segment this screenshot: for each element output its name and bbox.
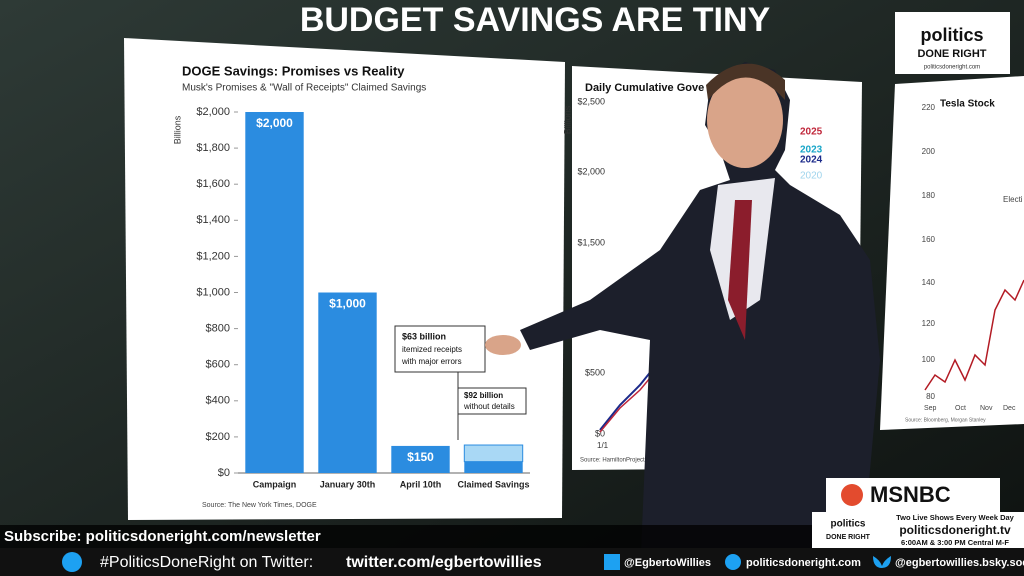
y-tick-label: $1,400 xyxy=(196,214,230,226)
network-logo xyxy=(841,484,863,506)
y-tick-label: $1,200 xyxy=(196,250,230,262)
y-axis-label: Billions xyxy=(172,115,182,144)
annotation-box xyxy=(457,387,527,415)
panel-source: Source: Bloomberg, Morgan Stanley xyxy=(905,417,986,423)
annotation: without details xyxy=(463,402,515,411)
panel-title: Daily Cumulative Gove xyxy=(585,82,704,94)
subscribe-text[interactable]: Subscribe: politicsdoneright.com/newslet… xyxy=(4,528,321,545)
presenter xyxy=(520,62,880,576)
logo-text: DONE RIGHT xyxy=(917,48,986,60)
annotation: with major errors xyxy=(401,357,462,366)
x-tick-label: Claimed Savings xyxy=(457,479,529,489)
bar xyxy=(391,445,450,473)
annotation: itemized receipts xyxy=(402,345,462,354)
panel-tick: $500 xyxy=(585,367,605,377)
logo-text: politics xyxy=(920,25,983,45)
logo-url: politicsdoneright.com xyxy=(924,65,980,71)
value-label: $1,000 xyxy=(329,297,366,311)
panel-tick: 100 xyxy=(922,355,936,364)
chart-title: DOGE Savings: Promises vs Reality xyxy=(182,63,405,78)
panel-month: Nov xyxy=(980,405,993,412)
presenter-hair xyxy=(706,63,785,100)
x-icon xyxy=(604,554,620,570)
y-tick-label: $800 xyxy=(206,323,230,335)
panel-y-label: Billions xyxy=(562,105,572,134)
ticker-twitter[interactable]: twitter.com/egbertowillies xyxy=(346,554,542,571)
y-tick-label: $1,000 xyxy=(196,286,230,298)
y-tick-label: $0 xyxy=(218,467,230,479)
y-tick-label: $200 xyxy=(206,431,230,443)
source: Source: The New York Times, DOGE xyxy=(202,502,317,509)
annotation-box xyxy=(394,325,486,373)
ticker-site[interactable]: politicsdoneright.com xyxy=(746,557,861,569)
twitter-icon xyxy=(62,552,82,572)
y-tick-label: $2,000 xyxy=(196,106,230,118)
promo-logo: politics xyxy=(830,519,865,530)
panel-tick: 120 xyxy=(922,319,936,328)
ticker-bar xyxy=(0,548,1024,576)
promo-logo: DONE RIGHT xyxy=(826,534,871,541)
panel-tick: 200 xyxy=(922,147,936,156)
panel-tick: $2,000 xyxy=(577,166,605,176)
network-name: MSNBC xyxy=(870,482,951,507)
panel xyxy=(880,76,1024,430)
panel-x-label: 1/1 xyxy=(597,441,609,450)
presenter-tie xyxy=(728,200,752,340)
headline: BUDGET SAVINGS ARE TINY xyxy=(300,1,771,39)
panel-month: Dec xyxy=(1003,405,1016,412)
presenter-hand xyxy=(485,335,521,355)
panel-tick: 220 xyxy=(922,103,936,112)
bar xyxy=(464,461,523,473)
bsky-icon xyxy=(873,556,891,568)
bar xyxy=(463,444,524,463)
y-tick-label: $400 xyxy=(206,395,230,407)
panel-title: Tesla Stock xyxy=(940,99,995,110)
presenter-face xyxy=(707,72,783,168)
legend-entry: 2025 xyxy=(800,127,823,138)
value-label: $150 xyxy=(407,450,434,464)
main-panel xyxy=(124,38,565,520)
annotation: $63 billion xyxy=(402,331,446,341)
annotation: $92 billion xyxy=(464,391,503,400)
panel-tick: 160 xyxy=(922,235,936,244)
x-tick-label: April 10th xyxy=(400,479,442,489)
panel-source: Source: HamiltonProject xyxy=(580,458,645,464)
subscribe-bar xyxy=(0,525,812,548)
chart-subtitle: Musk's Promises & "Wall of Receipts" Cla… xyxy=(182,83,426,94)
panel-tick: 80 xyxy=(926,392,935,401)
y-tick-label: $600 xyxy=(206,359,230,371)
legend-entry: 2023 xyxy=(800,145,823,156)
ticker-hashtag: #PoliticsDoneRight on Twitter: xyxy=(100,554,313,571)
legend-entry: 2024 xyxy=(800,155,823,166)
promo-text: Two Live Shows Every Week Day xyxy=(896,513,1015,522)
promo-text: 6:00AM & 3:00 PM Central M-F xyxy=(901,538,1009,547)
panel-month: Sep xyxy=(924,405,937,412)
bar xyxy=(318,292,377,473)
ticker-bsky[interactable]: @egbertowillies.bsky.social xyxy=(895,557,1024,569)
bar xyxy=(245,112,304,473)
x-tick-label: Campaign xyxy=(253,479,297,489)
ticker-handle[interactable]: @EgbertoWillies xyxy=(624,557,711,569)
promo-box xyxy=(812,512,1024,548)
y-tick-label: $1,600 xyxy=(196,178,230,190)
y-tick-label: $1,800 xyxy=(196,142,230,154)
web-icon xyxy=(725,554,741,570)
logo-box xyxy=(895,12,1010,74)
panel-tick: 140 xyxy=(922,278,936,287)
promo-text: politicsdoneright.tv xyxy=(899,523,1011,537)
decor-line xyxy=(924,279,1024,391)
legend-entry: 2020 xyxy=(800,171,823,182)
x-tick-label: January 30th xyxy=(320,479,376,489)
panel-tick: $0 xyxy=(595,428,605,438)
panel-annotation: Electi xyxy=(1003,195,1023,204)
panel-tick: $2,500 xyxy=(577,96,605,106)
panel-tick: 180 xyxy=(922,191,936,200)
value-label: $2,000 xyxy=(256,116,293,130)
panel-month: Oct xyxy=(955,405,966,412)
panel-tick: $1,500 xyxy=(577,237,605,247)
